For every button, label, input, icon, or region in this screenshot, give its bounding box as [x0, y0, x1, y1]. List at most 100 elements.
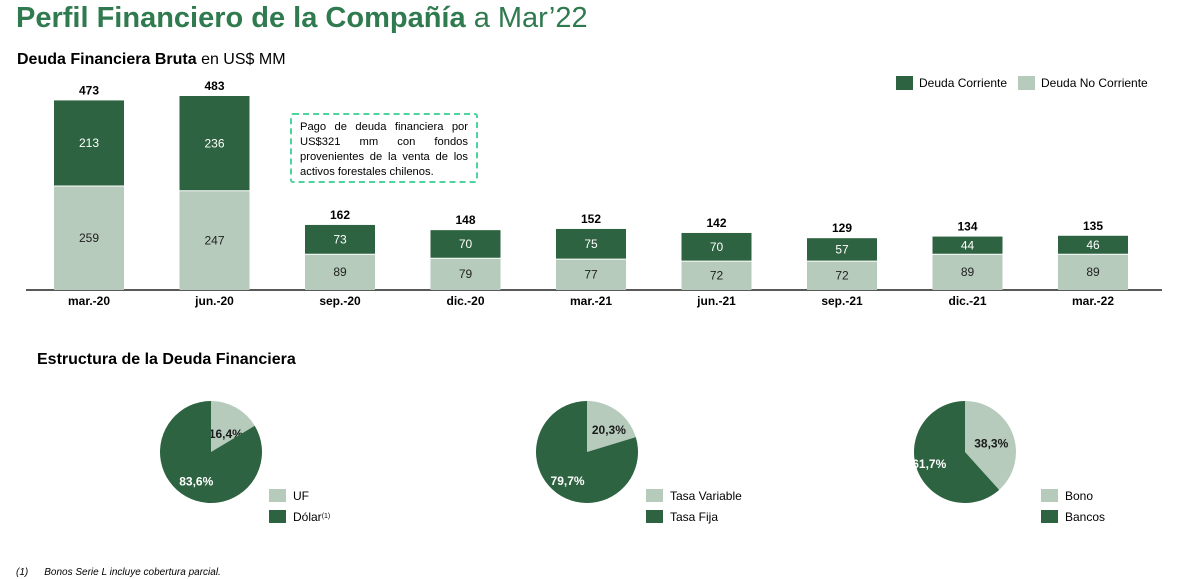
bar-value-label: 89: [333, 265, 347, 279]
bar-segment-no-corriente: [807, 261, 877, 290]
footnote: (1) Bonos Serie L incluye cobertura parci…: [16, 567, 221, 578]
bar-segment-corriente: [305, 224, 375, 255]
bar-value-label: 89: [1086, 265, 1100, 279]
pie-legend-item: Tasa Variable: [646, 485, 742, 506]
bar-value-label: 79: [459, 267, 473, 281]
bar-total-label: 148: [455, 213, 475, 227]
bar-segment-corriente: [179, 96, 250, 191]
debt-bar-chart: 259 213 473 mar.-20 247 236 483 jun.-20 89 73 162 s…: [26, 79, 1162, 308]
pie-slice: [587, 401, 636, 452]
bar-segment-corriente: [1058, 235, 1128, 255]
x-tick-label: jun.-20: [194, 294, 234, 308]
bar-segment-corriente: [681, 232, 752, 262]
legend-swatch-dark: [896, 76, 913, 90]
pie-chart-source: 38,3% 61,7%: [912, 401, 1016, 503]
bar-value-label: 44: [961, 238, 975, 252]
x-tick-label: sep.-21: [821, 294, 863, 308]
bar-total-label: 134: [957, 220, 977, 234]
pie-slice: [965, 401, 1016, 490]
bar-value-label: 70: [710, 240, 724, 254]
pie-slice: [536, 401, 638, 503]
x-tick-label: dic.-21: [948, 294, 986, 308]
footnote-text: Bonos Serie L incluye cobertura parcial.: [44, 567, 221, 578]
bar-segment-no-corriente: [179, 190, 250, 290]
pie-legend-currency: UF Dólar (1): [269, 485, 330, 527]
pie-legend-item: Dólar (1): [269, 506, 330, 527]
x-tick-label: sep.-20: [319, 294, 361, 308]
pie-legend-label: Bancos: [1065, 509, 1106, 524]
pie-legend-label: Dólar: [293, 509, 322, 524]
bar-value-label: 72: [710, 269, 724, 283]
bar-value-label: 236: [204, 136, 224, 150]
bar-total-label: 162: [330, 208, 350, 222]
bar-value-label: 57: [835, 243, 849, 257]
legend-label: Deuda Corriente: [919, 76, 1008, 90]
debt-chart-title-bold: Deuda Financiera Bruta: [17, 51, 197, 68]
bar-segment-corriente: [932, 236, 1003, 255]
bar-value-label: 73: [333, 233, 347, 247]
legend-label: Deuda No Corriente: [1041, 76, 1148, 90]
legend-swatch-dark: [269, 510, 286, 523]
pie-legend-item: Bono: [1041, 485, 1105, 506]
callout-note: Pago de deuda financiera por US$321 mm c…: [290, 113, 478, 183]
pie-legend-rate: Tasa Variable Tasa Fija: [646, 485, 742, 527]
pie-legend-label: UF: [293, 488, 309, 503]
pie-value-label: 83,6%: [179, 475, 213, 489]
legend-item-deuda-no-corriente: Deuda No Corriente: [1018, 76, 1148, 90]
page-title: Perfil Financiero de la Compañía a Mar’2…: [16, 2, 588, 35]
pie-legend-label: Tasa Fija: [670, 509, 719, 524]
legend-swatch-light: [1041, 489, 1058, 502]
footnote-number: (1): [16, 567, 29, 578]
bar-value-label: 247: [204, 233, 224, 247]
legend-swatch-light: [646, 489, 663, 502]
bar-segment-corriente: [556, 228, 626, 260]
bar-segment-no-corriente: [54, 185, 124, 290]
bar-total-label: 135: [1083, 219, 1103, 233]
bar-segment-corriente: [807, 238, 877, 262]
bar-segment-no-corriente: [556, 259, 626, 290]
bar-segment-no-corriente: [681, 261, 752, 290]
bar-total-label: 129: [832, 221, 852, 235]
pie-legend-label: Bono: [1065, 488, 1094, 503]
pie-value-label: 38,3%: [974, 437, 1008, 451]
bar-segment-corriente: [54, 100, 124, 186]
bar-value-label: 77: [584, 268, 598, 282]
pie-chart-currency: 16,4% 83,6%: [159, 401, 262, 503]
legend-swatch-light: [1018, 76, 1035, 90]
bar-segment-no-corriente: [1058, 254, 1128, 290]
legend-item-deuda-corriente: Deuda Corriente: [896, 76, 1007, 90]
pie-legend-item: Tasa Fija: [646, 506, 742, 527]
pie-value-label: 16,4%: [209, 427, 243, 441]
bar-total-label: 483: [204, 79, 224, 93]
x-tick-label: mar.-22: [1072, 294, 1114, 308]
x-tick-label: mar.-21: [570, 294, 612, 308]
pie-legend-item: UF: [269, 485, 330, 506]
pie-legend-item: Bancos: [1041, 506, 1105, 527]
pie-legend-source: Bono Bancos: [1041, 485, 1105, 527]
bar-segment-no-corriente: [430, 258, 501, 290]
x-tick-label: jun.-21: [696, 294, 736, 308]
bar-value-label: 259: [79, 231, 99, 245]
bar-total-label: 473: [79, 83, 99, 97]
pie-slice: [159, 401, 262, 503]
footnote-marker: (1): [321, 513, 331, 520]
bar-value-label: 46: [1086, 238, 1100, 252]
bar-segment-corriente: [430, 230, 501, 259]
bar-value-label: 89: [961, 265, 975, 279]
x-tick-label: dic.-20: [446, 294, 484, 308]
x-tick-label: mar.-20: [68, 294, 110, 308]
debt-chart-title: Deuda Financiera Bruta en US$ MM: [17, 51, 286, 69]
legend-swatch-dark: [646, 510, 663, 523]
pie-legend-label: Tasa Variable: [670, 488, 742, 503]
pie-slice: [211, 401, 255, 452]
page-title-bold: Perfil Financiero de la Compañía: [16, 2, 466, 34]
bar-value-label: 70: [459, 237, 473, 251]
page-title-date: a Mar’22: [473, 2, 588, 34]
bar-segment-no-corriente: [305, 254, 375, 290]
bar-segment-no-corriente: [932, 254, 1003, 290]
pie-chart-rate: 20,3% 79,7%: [536, 401, 638, 503]
bar-total-label: 142: [706, 216, 726, 230]
legend-swatch-light: [269, 489, 286, 502]
pie-value-label: 79,7%: [551, 474, 585, 488]
pie-slice: [914, 401, 1000, 503]
